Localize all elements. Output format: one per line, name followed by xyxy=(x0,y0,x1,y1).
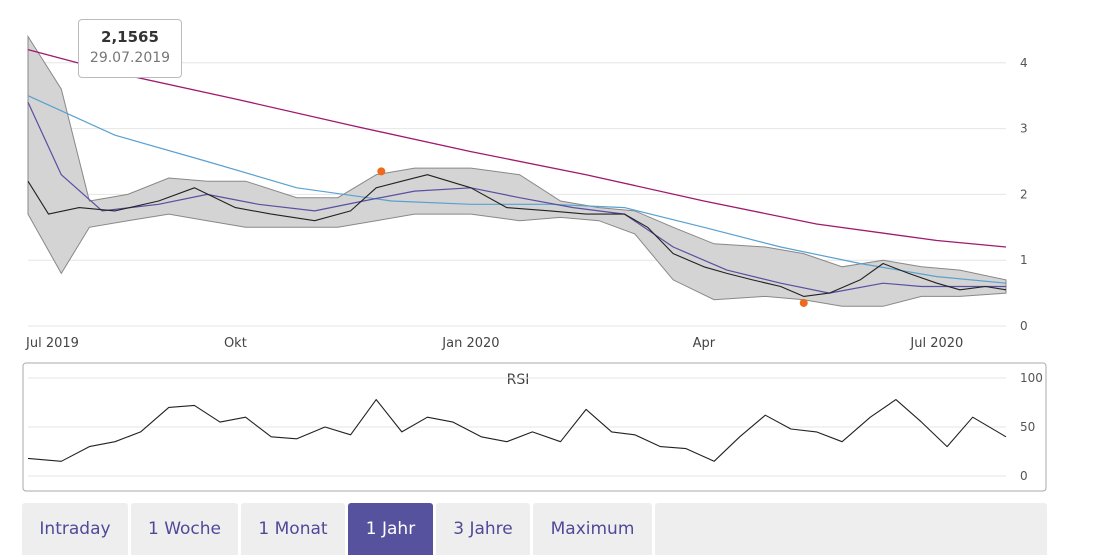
price-y-axis: 0 1 2 3 4 xyxy=(1020,56,1028,333)
tab-maximum[interactable]: Maximum xyxy=(533,503,652,555)
tab-1-jahr[interactable]: 1 Jahr xyxy=(348,503,433,555)
moving-average-short-line xyxy=(27,102,1006,294)
tab-intraday[interactable]: Intraday xyxy=(22,503,128,555)
price-line xyxy=(27,174,1007,297)
period-tabs: Intraday 1 Woche 1 Monat 1 Jahr 3 Jahre … xyxy=(22,503,1047,555)
price-x-tick-label: Jul 2019 xyxy=(25,336,79,351)
moving-average-long-line xyxy=(27,48,1007,248)
price-y-tick-label: 4 xyxy=(1020,56,1028,70)
rsi-chart: RSI 0 50 100 xyxy=(22,362,1047,492)
moving-average-mid-line xyxy=(27,95,1007,284)
price-markers xyxy=(377,167,808,307)
min-marker xyxy=(799,298,808,307)
tooltip-value: 2,1565 xyxy=(101,28,159,46)
max-marker xyxy=(377,167,386,176)
rsi-y-tick-label: 100 xyxy=(1020,371,1043,385)
rsi-line xyxy=(27,399,1007,462)
price-y-tick-label: 2 xyxy=(1020,187,1028,201)
value-tooltip: 2,1565 29.07.2019 xyxy=(78,19,182,78)
tab-1-monat[interactable]: 1 Monat xyxy=(241,503,345,555)
price-series xyxy=(27,34,1007,307)
price-x-tick-label: Jul 2020 xyxy=(909,336,963,351)
rsi-title: RSI xyxy=(507,372,530,388)
price-y-tick-label: 3 xyxy=(1020,122,1028,136)
price-x-axis: Jul 2019 Okt Jan 2020 Apr Jul 2020 xyxy=(25,336,963,351)
price-x-tick-label: Okt xyxy=(224,336,247,351)
rsi-y-tick-label: 0 xyxy=(1020,469,1028,483)
tooltip-date: 29.07.2019 xyxy=(89,50,171,66)
rsi-series xyxy=(27,399,1007,462)
tabs-filler xyxy=(655,503,1047,555)
tab-3-jahre[interactable]: 3 Jahre xyxy=(436,503,530,555)
price-x-tick-label: Apr xyxy=(693,336,716,351)
rsi-frame xyxy=(22,362,1047,492)
price-y-tick-label: 0 xyxy=(1020,319,1028,333)
rsi-y-axis: 0 50 100 xyxy=(1020,371,1043,483)
bollinger-band xyxy=(27,34,1007,307)
price-chart: 0 1 2 3 4 Jul 2019 Okt Jan 2020 Apr Jul 2020 xyxy=(25,34,1028,351)
price-y-tick-label: 1 xyxy=(1020,253,1028,267)
tab-1-woche[interactable]: 1 Woche xyxy=(131,503,238,555)
rsi-y-tick-label: 50 xyxy=(1020,420,1035,434)
price-x-tick-label: Jan 2020 xyxy=(441,336,499,351)
rsi-grid xyxy=(28,377,1006,477)
